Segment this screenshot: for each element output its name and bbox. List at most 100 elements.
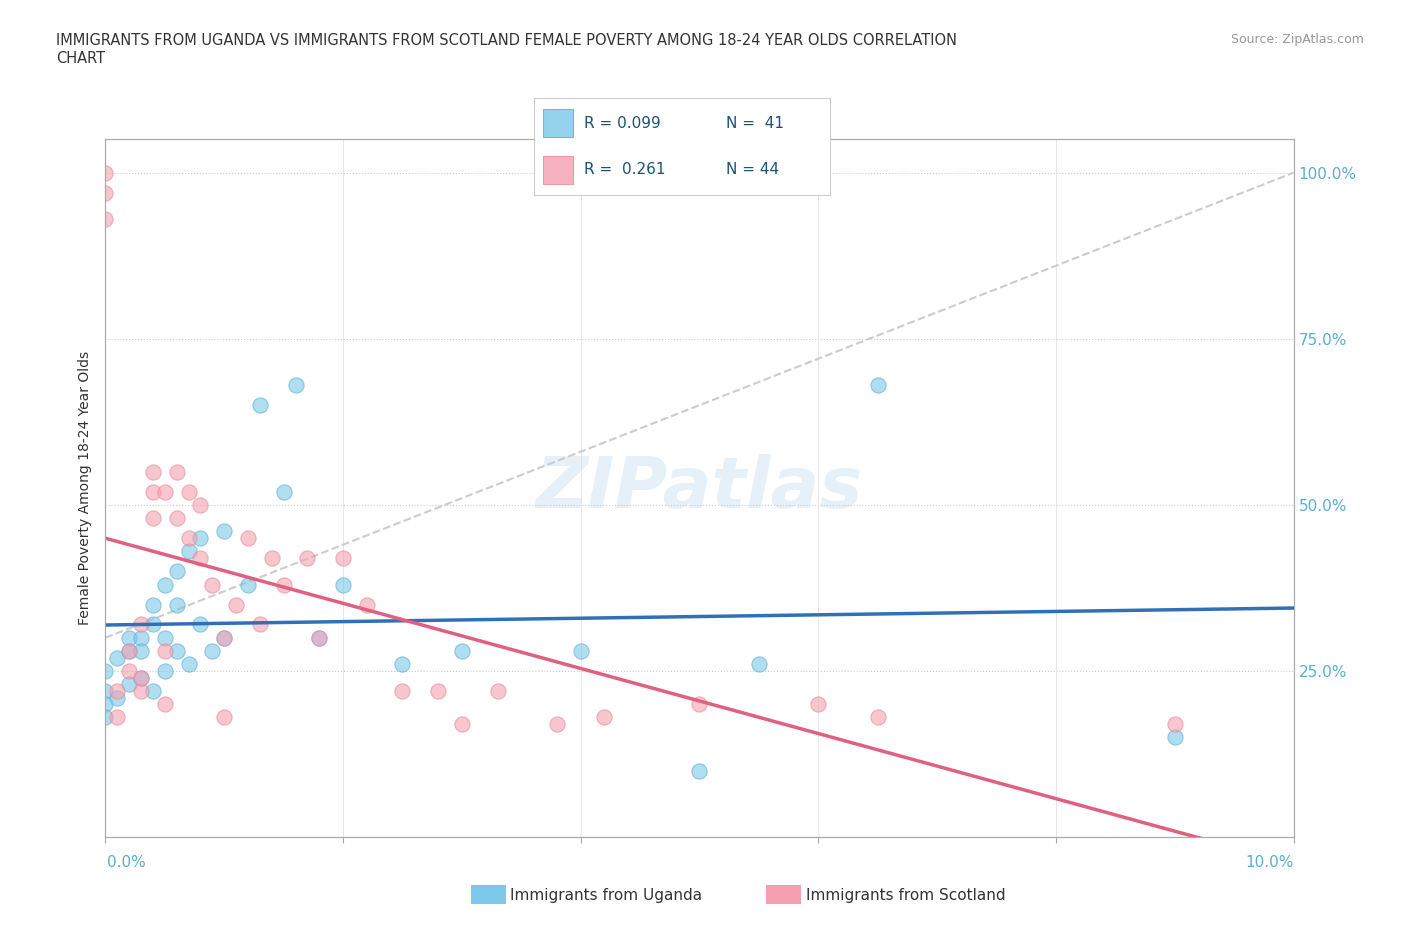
- Point: [689, 764, 711, 778]
- Point: [118, 644, 141, 658]
- Point: [118, 677, 141, 692]
- Point: [546, 717, 568, 732]
- Point: [153, 663, 176, 678]
- Point: [1164, 717, 1187, 732]
- Point: [249, 617, 271, 631]
- Point: [569, 644, 592, 658]
- Point: [105, 650, 128, 665]
- Point: [142, 597, 165, 612]
- Point: [142, 485, 165, 499]
- Point: [1164, 730, 1187, 745]
- Point: [866, 378, 889, 392]
- Point: [129, 644, 152, 658]
- Point: [166, 511, 188, 525]
- Point: [153, 485, 176, 499]
- Point: [129, 671, 152, 685]
- Point: [190, 498, 212, 512]
- Point: [118, 663, 141, 678]
- Point: [332, 578, 354, 592]
- Point: [190, 617, 212, 631]
- Point: [214, 524, 236, 538]
- Point: [391, 684, 413, 698]
- Point: [153, 644, 176, 658]
- Point: [308, 631, 330, 645]
- Point: [201, 578, 224, 592]
- Point: [190, 551, 212, 565]
- Point: [260, 551, 283, 565]
- Point: [94, 663, 117, 678]
- Point: [94, 684, 117, 698]
- Text: Immigrants from Uganda: Immigrants from Uganda: [510, 888, 703, 903]
- Point: [450, 644, 472, 658]
- Point: [593, 710, 616, 724]
- Point: [308, 631, 330, 645]
- Point: [177, 531, 200, 546]
- Y-axis label: Female Poverty Among 18-24 Year Olds: Female Poverty Among 18-24 Year Olds: [79, 352, 93, 625]
- Point: [153, 697, 176, 711]
- Point: [177, 485, 200, 499]
- Text: N =  41: N = 41: [725, 115, 785, 130]
- Bar: [543, 110, 572, 137]
- Point: [177, 657, 200, 671]
- Point: [450, 717, 472, 732]
- Point: [94, 697, 117, 711]
- Point: [297, 551, 319, 565]
- Point: [391, 657, 413, 671]
- Point: [166, 597, 188, 612]
- Point: [273, 485, 295, 499]
- Text: Immigrants from Scotland: Immigrants from Scotland: [806, 888, 1005, 903]
- Point: [236, 578, 259, 592]
- Point: [273, 578, 295, 592]
- Point: [214, 631, 236, 645]
- Point: [105, 684, 128, 698]
- Point: [129, 617, 152, 631]
- Point: [236, 531, 259, 546]
- Point: [142, 511, 165, 525]
- Point: [214, 710, 236, 724]
- Point: [142, 617, 165, 631]
- Point: [284, 378, 307, 392]
- Point: [225, 597, 247, 612]
- Point: [166, 564, 188, 578]
- Point: [486, 684, 509, 698]
- Text: IMMIGRANTS FROM UGANDA VS IMMIGRANTS FROM SCOTLAND FEMALE POVERTY AMONG 18-24 YE: IMMIGRANTS FROM UGANDA VS IMMIGRANTS FRO…: [56, 33, 957, 47]
- Point: [94, 185, 117, 200]
- Text: CHART: CHART: [56, 51, 105, 66]
- Text: 0.0%: 0.0%: [107, 855, 146, 870]
- Point: [166, 464, 188, 479]
- Text: ZIPatlas: ZIPatlas: [536, 454, 863, 523]
- Point: [142, 684, 165, 698]
- Bar: [543, 156, 572, 183]
- Text: 10.0%: 10.0%: [1246, 855, 1294, 870]
- Point: [94, 212, 117, 227]
- Point: [105, 710, 128, 724]
- Point: [129, 631, 152, 645]
- Point: [142, 464, 165, 479]
- Point: [105, 690, 128, 705]
- Point: [153, 631, 176, 645]
- Point: [807, 697, 830, 711]
- Point: [129, 684, 152, 698]
- Point: [94, 710, 117, 724]
- Point: [153, 578, 176, 592]
- Text: R =  0.261: R = 0.261: [585, 163, 666, 178]
- Point: [94, 166, 117, 180]
- Point: [427, 684, 450, 698]
- Point: [190, 531, 212, 546]
- Point: [166, 644, 188, 658]
- Point: [748, 657, 770, 671]
- Point: [177, 544, 200, 559]
- Point: [201, 644, 224, 658]
- Point: [866, 710, 889, 724]
- Point: [129, 671, 152, 685]
- Text: N = 44: N = 44: [725, 163, 779, 178]
- Point: [356, 597, 378, 612]
- Point: [118, 644, 141, 658]
- Point: [689, 697, 711, 711]
- Text: R = 0.099: R = 0.099: [585, 115, 661, 130]
- Point: [214, 631, 236, 645]
- Point: [118, 631, 141, 645]
- Text: Source: ZipAtlas.com: Source: ZipAtlas.com: [1230, 33, 1364, 46]
- Point: [332, 551, 354, 565]
- Point: [249, 398, 271, 413]
